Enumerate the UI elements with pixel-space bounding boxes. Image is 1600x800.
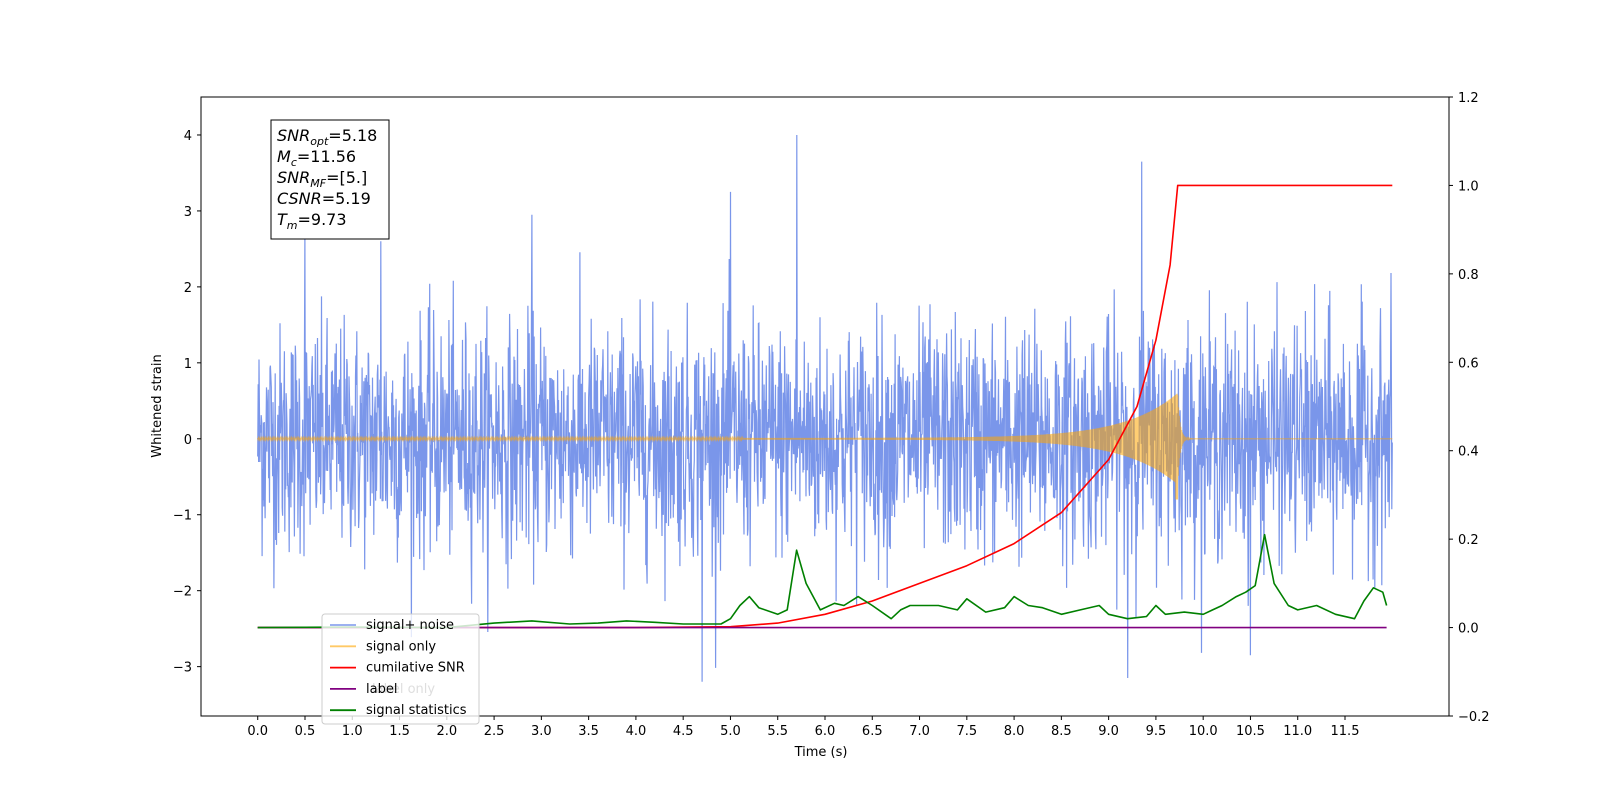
annotation-line: Mc=11.56 [277,147,356,169]
y-right-tick-label: 0.2 [1458,533,1479,548]
x-tick-label: 5.0 [720,724,741,739]
legend-label-signal-statistics: signal statistics [366,703,467,718]
series-signal-statistics [257,533,1388,629]
y-right-tick-label: 0.4 [1458,445,1479,460]
series-cumilative-snr [257,184,1393,629]
y-left-tick-label: −1 [173,509,192,524]
annotation-subscript: c [291,156,297,169]
x-tick-label: 0.0 [247,724,268,739]
series-signal-noise [257,134,1393,682]
annotation-frame [270,119,390,240]
x-tick-label: 7.0 [909,724,930,739]
annotation-symbol: SNR [277,126,310,145]
annotation-line: Tm=9.73 [277,210,347,232]
x-tick-label: 0.5 [295,724,316,739]
y-right-tick-label: −0.2 [1458,710,1490,725]
y-left-tick-label: 2 [184,281,192,296]
annotation-line: SNRMF=[5.] [277,168,367,190]
legend-label-signal-noise: signal+ noise [366,618,454,633]
x-tick-label: 9.0 [1098,724,1119,739]
x-tick-label: 4.0 [626,724,647,739]
y-right-tick-label: 1.2 [1458,91,1479,106]
y-right-tick-label: 0.6 [1458,356,1479,371]
annotation-value: =11.56 [297,147,356,166]
x-tick-label: 2.5 [484,724,505,739]
annotation-symbol: CSNR [277,189,322,208]
x-axis-label: Time (s) [794,745,848,760]
legend-label-signal-only: signal only [366,639,436,654]
x-tick-label: 11.0 [1283,724,1312,739]
x-tick-label: 8.5 [1051,724,1072,739]
y-left-tick-label: 0 [184,433,192,448]
x-tick-label: 3.5 [578,724,599,739]
annotation-line: SNRopt=5.18 [277,126,377,148]
y-axis-left-label: Whitened strain [150,354,165,457]
x-tick-label: 1.5 [389,724,410,739]
x-tick-label: 6.5 [862,724,883,739]
legend-frame [321,613,480,725]
x-tick-label: 10.5 [1236,724,1265,739]
x-tick-label: 9.5 [1146,724,1167,739]
x-tick-label: 11.5 [1331,724,1360,739]
annotation-box: SNRopt=5.18Mc=11.56SNRMF=[5.]CSNR=5.19Tm… [270,119,390,240]
y-left-tick-label: 4 [184,129,192,144]
legend-label-label: label [366,682,397,697]
annotation-symbol: T [277,210,288,229]
x-axis: 0.0 0.5 1.0 1.5 2.0 2.5 3.0 3.5 4.0 4.5 5.0 5.5 6.0 6… [247,716,1359,739]
x-tick-label: 10.0 [1189,724,1218,739]
y-right-tick-label: 0.0 [1458,622,1479,637]
y-left-tick-label: 3 [184,205,192,220]
legend: label only signal+ noise signal only cumila… [321,613,480,725]
annotation-line: CSNR=5.19 [277,189,371,208]
legend-occluded-text: label only [372,682,435,697]
annotation-symbol: M [277,147,291,166]
y-axis-right: −0.2 0.0 0.2 0.4 0.6 0.8 1.0 1.2 [1449,91,1490,725]
x-tick-label: 6.0 [815,724,836,739]
annotation-value: =9.73 [298,210,347,229]
y-left-tick-label: 1 [184,357,192,372]
y-left-tick-label: −3 [173,661,192,676]
series-signal-only [257,393,1393,500]
y-axis-left: −3 −2 −1 0 1 2 3 4 [173,129,201,676]
annotation-subscript: MF [310,177,326,190]
y-left-tick-label: −2 [173,585,192,600]
y-right-tick-label: 0.8 [1458,268,1479,283]
x-tick-label: 7.5 [956,724,977,739]
x-tick-label: 5.5 [767,724,788,739]
annotation-subscript: opt [310,135,329,148]
x-tick-label: 4.5 [673,724,694,739]
x-tick-label: 1.0 [342,724,363,739]
x-tick-label: 8.0 [1004,724,1025,739]
legend-label-cumilative-snr: cumilative SNR [366,661,465,676]
annotation-value: =5.18 [328,126,377,145]
x-tick-label: 3.0 [531,724,552,739]
annotation-subscript: m [287,219,298,232]
x-tick-label: 2.0 [436,724,457,739]
y-right-tick-label: 1.0 [1458,179,1479,194]
annotation-value: =5.19 [322,189,371,208]
annotation-symbol: SNR [277,168,310,187]
annotation-value: =[5.] [326,168,367,187]
